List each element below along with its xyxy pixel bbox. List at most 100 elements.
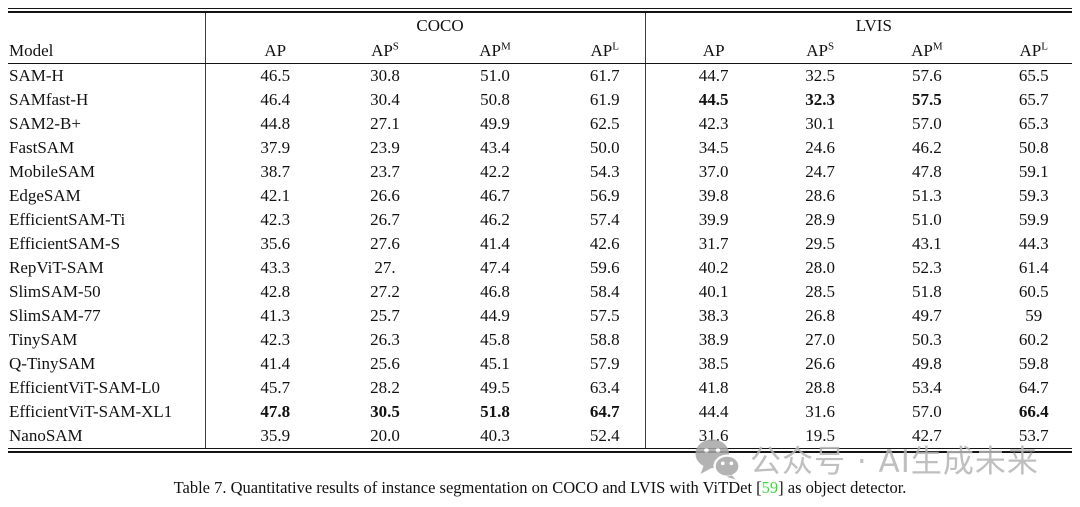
metric-value: 30.5 <box>370 402 400 421</box>
metric-value: 65.7 <box>1018 90 1049 109</box>
table-top-rule <box>8 8 1072 13</box>
model-name: Q-TinySAM <box>9 354 96 373</box>
metric-value: 27.2 <box>370 282 400 301</box>
table-row: EfficientSAM-Ti 42.3 26.7 46.2 57.4 39.9 28.9 5… <box>8 208 1072 232</box>
segmentation-results-table: COCO LVIS Model AP APS APM APL AP APS APM APL S… <box>8 13 1073 448</box>
metric-value: 44.9 <box>480 306 510 325</box>
metric-value: 35.6 <box>204 232 315 256</box>
col-header-apl-coco: APL <box>535 39 646 64</box>
metric-value: 28.5 <box>805 282 836 301</box>
metric-value: 50.8 <box>480 90 510 109</box>
model-name: EfficientViT-SAM-L0 <box>9 378 161 397</box>
metric-value: 41.8 <box>644 376 752 400</box>
metric-value: 59.1 <box>1018 162 1049 181</box>
metric-value: 35.9 <box>204 424 315 448</box>
metric-value: 38.3 <box>644 304 752 328</box>
metric-value: 54.3 <box>589 162 620 181</box>
metric-value: 60.5 <box>1018 282 1049 301</box>
metric-value: 44.7 <box>644 63 752 88</box>
metric-value: 27.0 <box>805 330 836 349</box>
results-table: COCO LVIS Model AP APS APM APL AP APS APM APL S… <box>8 8 1073 453</box>
metric-value: 59.8 <box>1018 354 1049 373</box>
table-row: EfficientSAM-S 35.6 27.6 41.4 42.6 31.7 29.5 43… <box>8 232 1072 256</box>
group-header-row: COCO LVIS <box>8 13 1073 39</box>
metric-value: 65.5 <box>1018 66 1049 85</box>
metric-value: 46.5 <box>204 63 315 88</box>
metric-value: 51.8 <box>912 282 942 301</box>
model-name: SlimSAM-50 <box>9 282 101 301</box>
metric-value: 51.3 <box>912 186 942 205</box>
group-header-coco: COCO <box>204 13 646 39</box>
metric-value: 42.6 <box>589 234 620 253</box>
metric-value: 49.9 <box>480 114 510 133</box>
metric-value: 57.0 <box>912 402 942 421</box>
metric-value: 38.5 <box>644 352 752 376</box>
metric-value: 39.9 <box>644 208 752 232</box>
metric-value: 49.7 <box>912 306 942 325</box>
metric-value: 47.8 <box>912 162 942 181</box>
metric-value: 26.6 <box>370 186 400 205</box>
metric-value: 57.4 <box>589 210 620 229</box>
metric-value: 41.3 <box>204 304 315 328</box>
metric-value: 58.8 <box>589 330 620 349</box>
group-header-lvis: LVIS <box>644 13 1073 39</box>
metric-value: 59.9 <box>1018 210 1049 229</box>
model-name: TinySAM <box>9 330 78 349</box>
table-row: RepViT-SAM 43.3 27. 47.4 59.6 40.2 28.0 52.3 61.… <box>8 256 1072 280</box>
col-header-ap-lvis: AP <box>644 39 752 64</box>
table-row: SlimSAM-50 42.8 27.2 46.8 58.4 40.1 28.5 51.8 60… <box>8 280 1072 304</box>
metric-value: 57.0 <box>912 114 942 133</box>
metric-value: 59.6 <box>589 258 620 277</box>
metric-value: 37.0 <box>644 160 752 184</box>
metric-value: 42.3 <box>204 208 315 232</box>
metric-value: 42.8 <box>204 280 315 304</box>
model-name: FastSAM <box>9 138 75 157</box>
metric-value: 44.8 <box>204 112 315 136</box>
table-row: Q-TinySAM 41.4 25.6 45.1 57.9 38.5 26.6 49.8 59.… <box>8 352 1072 376</box>
metric-value: 52.3 <box>912 258 942 277</box>
table-row: NanoSAM 35.9 20.0 40.3 52.4 31.6 19.5 42.7 53.7 <box>8 424 1072 448</box>
metric-value: 46.4 <box>204 88 315 112</box>
metric-value: 49.8 <box>912 354 942 373</box>
metric-value: 42.3 <box>644 112 752 136</box>
metric-value: 60.2 <box>1018 330 1049 349</box>
table-row: TinySAM 42.3 26.3 45.8 58.8 38.9 27.0 50.3 60.2 <box>8 328 1072 352</box>
metric-value: 61.7 <box>589 66 620 85</box>
table-caption: Table 7. Quantitative results of instanc… <box>0 477 1080 499</box>
metric-value: 23.9 <box>370 138 400 157</box>
metric-value: 39.8 <box>644 184 752 208</box>
model-name: NanoSAM <box>9 426 83 445</box>
model-name: RepViT-SAM <box>9 258 104 277</box>
metric-value: 57.9 <box>589 354 620 373</box>
metric-value: 19.5 <box>805 426 836 445</box>
metric-value: 27.6 <box>370 234 400 253</box>
metric-value: 30.4 <box>370 90 400 109</box>
metric-value: 43.3 <box>204 256 315 280</box>
metric-value: 42.1 <box>204 184 315 208</box>
metric-value: 31.6 <box>805 402 836 421</box>
model-name: EfficientSAM-Ti <box>9 210 126 229</box>
table-row: SAM2-B+ 44.8 27.1 49.9 62.5 42.3 30.1 57.0 65.3 <box>8 112 1072 136</box>
metric-value: 27. <box>374 258 396 277</box>
metric-value: 24.7 <box>805 162 836 181</box>
metric-value: 46.2 <box>480 210 510 229</box>
table-row: FastSAM 37.9 23.9 43.4 50.0 34.5 24.6 46.2 50.8 <box>8 136 1072 160</box>
col-header-apm-lvis: APM <box>858 39 966 64</box>
metric-header-row: Model AP APS APM APL AP APS APM APL <box>8 39 1073 64</box>
caption-text-suffix: ] as object detector. <box>778 478 907 497</box>
metric-value: 24.6 <box>805 138 836 157</box>
metric-value: 64.7 <box>589 402 620 421</box>
citation-link[interactable]: 59 <box>761 478 779 497</box>
metric-value: 45.1 <box>480 354 510 373</box>
metric-value: 27.1 <box>370 114 400 133</box>
metric-value: 28.0 <box>805 258 836 277</box>
model-name: MobileSAM <box>9 162 95 181</box>
metric-value: 61.4 <box>1018 258 1049 277</box>
metric-value: 44.4 <box>644 400 752 424</box>
metric-value: 43.4 <box>480 138 510 157</box>
model-name: SAM-H <box>9 66 64 85</box>
metric-value: 42.2 <box>480 162 510 181</box>
col-header-apl-lvis: APL <box>965 39 1073 64</box>
metric-value: 46.8 <box>480 282 510 301</box>
